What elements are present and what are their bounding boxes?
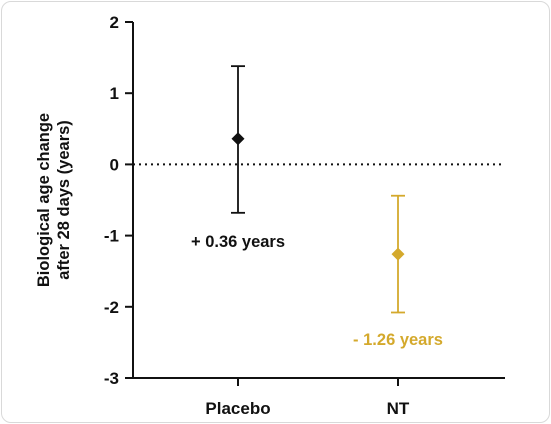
mean-marker-placebo bbox=[231, 132, 245, 146]
y-ticks: 2 1 0 -1 -2 -3 bbox=[104, 13, 133, 388]
y-tick-label: -3 bbox=[104, 369, 119, 388]
y-axis-title-line2: after 28 days (years) bbox=[55, 120, 73, 280]
annotation-placebo: + 0.36 years bbox=[191, 233, 285, 251]
y-tick-label: -2 bbox=[104, 298, 119, 317]
y-tick-label: 1 bbox=[110, 84, 119, 103]
series-placebo: + 0.36 years bbox=[191, 65, 285, 251]
y-tick-label: -1 bbox=[104, 227, 119, 246]
mean-marker-nt bbox=[391, 247, 405, 261]
x-category-label-nt: NT bbox=[387, 399, 410, 418]
y-tick-label: 2 bbox=[110, 13, 119, 32]
y-tick-label: 0 bbox=[110, 155, 119, 174]
series-nt: - 1.26 years bbox=[353, 194, 443, 349]
annotation-nt: - 1.26 years bbox=[353, 331, 443, 349]
x-category-label-placebo: Placebo bbox=[205, 399, 270, 418]
y-axis-title-line1: Biological age change bbox=[35, 113, 53, 287]
